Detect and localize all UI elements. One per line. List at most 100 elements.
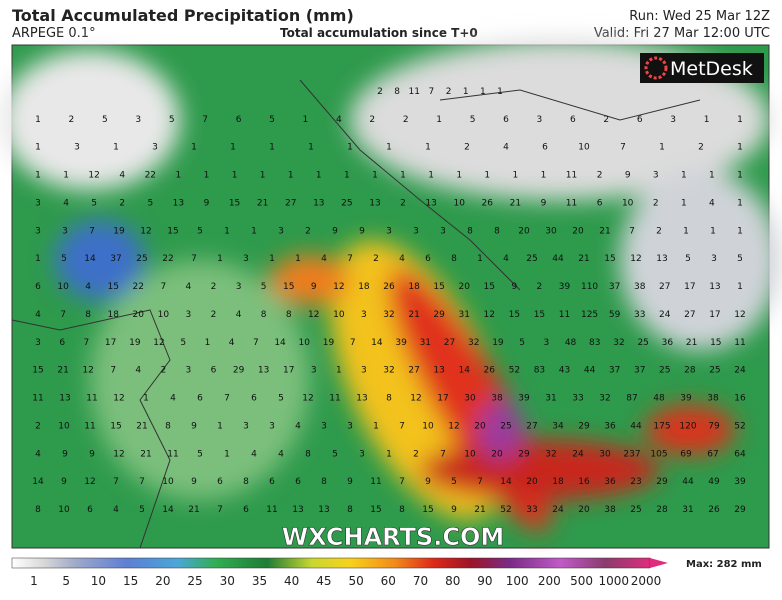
precip-value: 10 [299, 338, 311, 348]
precip-value: 1 [232, 171, 238, 181]
precip-value: 15 [484, 282, 495, 292]
precip-value: 2 [377, 87, 383, 97]
precip-value: 31 [458, 310, 469, 320]
legend-label: 60 [381, 574, 396, 588]
precip-value: 39 [734, 477, 746, 487]
precip-value: 87 [626, 394, 637, 404]
precip-value: 6 [503, 115, 509, 125]
precip-value: 6 [197, 394, 203, 404]
precip-value: 26 [484, 366, 496, 376]
precip-value: 10 [453, 198, 465, 208]
precip-value: 12 [82, 366, 93, 376]
precip-value: 21 [474, 505, 485, 515]
precip-value: 52 [509, 366, 520, 376]
precip-value: 4 [709, 198, 715, 208]
precip-value: 16 [578, 477, 590, 487]
precip-value: 15 [422, 505, 433, 515]
precip-value: 37 [609, 366, 620, 376]
precip-value: 1 [224, 226, 230, 236]
precip-value: 1 [659, 143, 665, 153]
precip-value: 14 [274, 338, 286, 348]
precip-value: 7 [477, 477, 483, 487]
precip-value: 11 [559, 310, 570, 320]
precip-value: 3 [653, 171, 659, 181]
precip-value: 14 [371, 338, 383, 348]
precip-value: 21 [188, 505, 199, 515]
precip-value: 5 [737, 254, 743, 264]
precip-value: 8 [467, 226, 473, 236]
precip-value: 13 [369, 198, 380, 208]
precip-value: 44 [682, 477, 694, 487]
precip-value: 32 [599, 394, 610, 404]
precip-value: 9 [61, 477, 67, 487]
precip-value: 44 [584, 366, 596, 376]
precip-value: 24 [572, 449, 584, 459]
precip-value: 12 [302, 394, 313, 404]
precip-value: 6 [35, 282, 41, 292]
precip-value: 32 [383, 310, 394, 320]
precip-value: 12 [448, 421, 459, 431]
precip-value: 12 [113, 394, 124, 404]
precip-value: 1 [176, 171, 182, 181]
precip-value: 20 [578, 505, 590, 515]
precip-value: 3 [152, 143, 158, 153]
precip-value: 3 [361, 366, 367, 376]
precip-value: 39 [559, 282, 571, 292]
precip-value: 4 [35, 449, 41, 459]
precip-value: 8 [321, 477, 327, 487]
precip-value: 67 [707, 449, 718, 459]
precip-value: 8 [305, 449, 311, 459]
precip-value: 14 [32, 477, 44, 487]
precip-value: 8 [347, 505, 353, 515]
precip-value: 6 [637, 115, 643, 125]
precip-value: 10 [58, 505, 70, 515]
precip-value: 2 [446, 87, 452, 97]
legend-label: 100 [506, 574, 529, 588]
precip-value: 8 [451, 254, 457, 264]
precip-value: 1 [683, 226, 689, 236]
precip-value: 3 [440, 226, 446, 236]
precip-value: 32 [383, 366, 394, 376]
precip-value: 10 [622, 198, 634, 208]
precip-value: 11 [32, 394, 43, 404]
precip-value: 10 [158, 310, 170, 320]
legend-label: 1 [30, 574, 38, 588]
legend-label: 45 [316, 574, 331, 588]
precip-value: 3 [413, 226, 419, 236]
precip-value: 2 [656, 226, 662, 236]
brand: MetDesk [670, 58, 753, 80]
precip-value: 18 [552, 477, 564, 487]
precip-value: 7 [629, 226, 635, 236]
precip-value: 8 [85, 310, 91, 320]
precip-value: 15 [433, 282, 444, 292]
precip-value: 3 [186, 310, 192, 320]
precip-value: 10 [464, 449, 476, 459]
precip-value: 2 [373, 254, 379, 264]
precip-value: 13 [258, 366, 269, 376]
precip-value: 3 [278, 226, 284, 236]
legend-label: 2000 [631, 574, 662, 588]
precip-value: 1 [230, 143, 236, 153]
precip-value: 21 [510, 198, 521, 208]
precip-value: 21 [57, 366, 68, 376]
precip-value: 2 [413, 449, 419, 459]
precip-value: 36 [662, 338, 674, 348]
legend-label: 5 [62, 574, 70, 588]
precip-value: 3 [361, 310, 367, 320]
precip-value: 3 [670, 115, 676, 125]
precip-value: 7 [89, 226, 95, 236]
precip-value: 4 [278, 449, 284, 459]
precip-value: 13 [425, 198, 436, 208]
precip-value: 5 [180, 338, 186, 348]
precip-value: 6 [570, 115, 576, 125]
precip-value: 27 [684, 310, 695, 320]
precip-value: 1 [541, 171, 547, 181]
precip-value: 9 [625, 171, 631, 181]
precip-value: 83 [534, 366, 545, 376]
precip-value: 3 [321, 421, 327, 431]
precip-value: 9 [359, 226, 365, 236]
precip-value: 52 [734, 421, 745, 431]
precip-value: 8 [165, 421, 171, 431]
precip-value: 7 [347, 254, 353, 264]
precip-value: 30 [599, 449, 611, 459]
